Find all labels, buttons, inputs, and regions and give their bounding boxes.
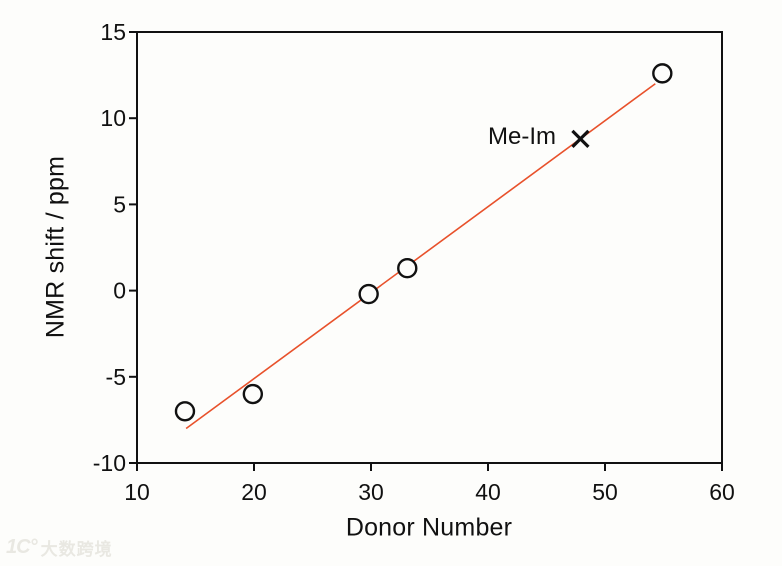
annotation-me-im: Me-Im [488, 123, 556, 150]
y-tick-label: -5 [106, 364, 126, 390]
plot-box [136, 31, 723, 464]
watermark-logo-icon: 1C° [6, 536, 38, 558]
y-tick-label: 10 [100, 105, 126, 131]
watermark: 1C° 大数跨境 [6, 535, 113, 560]
x-axis-label: Donor Number [345, 513, 513, 542]
y-tick-label: 15 [100, 19, 126, 45]
data-point-circle [397, 257, 418, 279]
data-point-circle [242, 383, 264, 405]
y-axis-label: NMR shift / ppm [41, 155, 70, 339]
x-tick-label: 60 [709, 479, 735, 505]
data-point-circle [358, 283, 379, 305]
y-tick-label: 5 [113, 191, 126, 217]
data-point-circle [652, 63, 673, 84]
y-tick-label: 0 [113, 278, 126, 304]
x-tick-label: 30 [358, 479, 384, 505]
x-tick-label: 20 [241, 479, 267, 505]
data-point-circle [174, 401, 196, 422]
x-tick-label: 40 [475, 479, 501, 505]
x-tick-label: 50 [592, 479, 618, 505]
x-tick-label: 10 [124, 479, 150, 505]
watermark-brand-text: 大数跨境 [40, 540, 113, 559]
y-tick-label: -10 [93, 450, 126, 476]
data-point-x [571, 129, 590, 149]
